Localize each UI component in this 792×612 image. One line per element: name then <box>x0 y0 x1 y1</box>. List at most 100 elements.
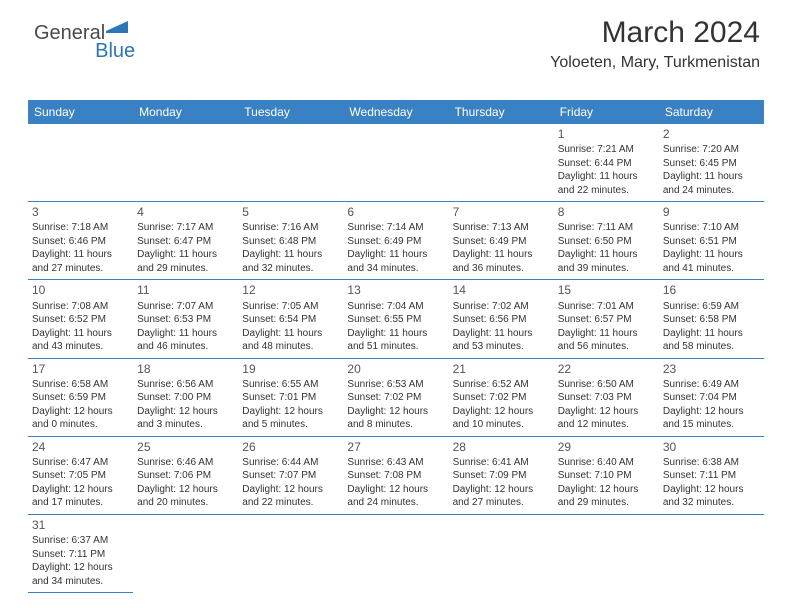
header-right: March 2024 Yoloeten, Mary, Turkmenistan <box>550 16 760 72</box>
day-detail: Sunrise: 6:56 AM <box>137 378 234 392</box>
day-detail: and 8 minutes. <box>347 418 444 432</box>
day-detail: Daylight: 12 hours <box>663 483 760 497</box>
month-title: March 2024 <box>550 16 760 50</box>
day-detail: Daylight: 11 hours <box>558 170 655 184</box>
day-detail: Sunrise: 7:17 AM <box>137 221 234 235</box>
day-header: Tuesday <box>238 100 343 124</box>
calendar-empty-cell <box>133 514 238 592</box>
day-detail: Sunrise: 7:08 AM <box>32 300 129 314</box>
day-number: 7 <box>453 204 550 220</box>
day-detail: Daylight: 11 hours <box>137 248 234 262</box>
calendar-day-cell: 17Sunrise: 6:58 AMSunset: 6:59 PMDayligh… <box>28 358 133 436</box>
calendar-week-row: 31Sunrise: 6:37 AMSunset: 7:11 PMDayligh… <box>28 514 764 592</box>
day-detail: and 36 minutes. <box>453 262 550 276</box>
day-number: 6 <box>347 204 444 220</box>
day-header: Saturday <box>659 100 764 124</box>
calendar-week-row: 3Sunrise: 7:18 AMSunset: 6:46 PMDaylight… <box>28 202 764 280</box>
day-detail: Daylight: 11 hours <box>663 327 760 341</box>
day-detail: Daylight: 12 hours <box>137 483 234 497</box>
day-detail: Sunset: 7:00 PM <box>137 391 234 405</box>
calendar-week-row: 1Sunrise: 7:21 AMSunset: 6:44 PMDaylight… <box>28 124 764 202</box>
calendar-day-cell: 3Sunrise: 7:18 AMSunset: 6:46 PMDaylight… <box>28 202 133 280</box>
day-number: 9 <box>663 204 760 220</box>
calendar-day-cell: 30Sunrise: 6:38 AMSunset: 7:11 PMDayligh… <box>659 436 764 514</box>
day-detail: Sunset: 7:11 PM <box>32 548 129 562</box>
day-detail: Sunset: 7:02 PM <box>453 391 550 405</box>
calendar-day-cell: 13Sunrise: 7:04 AMSunset: 6:55 PMDayligh… <box>343 280 448 358</box>
calendar-empty-cell <box>343 514 448 592</box>
day-detail: Sunset: 7:08 PM <box>347 469 444 483</box>
day-detail: Sunrise: 6:55 AM <box>242 378 339 392</box>
day-detail: Sunset: 7:05 PM <box>32 469 129 483</box>
calendar-day-cell: 5Sunrise: 7:16 AMSunset: 6:48 PMDaylight… <box>238 202 343 280</box>
day-detail: and 17 minutes. <box>32 496 129 510</box>
day-detail: Sunset: 6:54 PM <box>242 313 339 327</box>
day-detail: Daylight: 11 hours <box>347 248 444 262</box>
day-detail: Daylight: 11 hours <box>558 327 655 341</box>
day-detail: Sunrise: 7:21 AM <box>558 143 655 157</box>
day-detail: Sunset: 7:02 PM <box>347 391 444 405</box>
day-header: Monday <box>133 100 238 124</box>
day-detail: Sunset: 6:49 PM <box>453 235 550 249</box>
calendar-day-cell: 25Sunrise: 6:46 AMSunset: 7:06 PMDayligh… <box>133 436 238 514</box>
day-detail: Daylight: 12 hours <box>558 405 655 419</box>
calendar-day-cell: 8Sunrise: 7:11 AMSunset: 6:50 PMDaylight… <box>554 202 659 280</box>
day-number: 21 <box>453 361 550 377</box>
day-header: Thursday <box>449 100 554 124</box>
day-detail: Sunset: 6:55 PM <box>347 313 444 327</box>
logo-blue: Blue <box>95 40 135 63</box>
day-detail: Daylight: 12 hours <box>663 405 760 419</box>
day-detail: and 56 minutes. <box>558 340 655 354</box>
calendar-empty-cell <box>554 514 659 592</box>
day-detail: Daylight: 11 hours <box>32 327 129 341</box>
day-detail: Sunrise: 6:41 AM <box>453 456 550 470</box>
day-detail: Sunrise: 6:38 AM <box>663 456 760 470</box>
day-detail: Sunset: 6:51 PM <box>663 235 760 249</box>
day-detail: Daylight: 12 hours <box>453 405 550 419</box>
day-detail: and 53 minutes. <box>453 340 550 354</box>
calendar-week-row: 24Sunrise: 6:47 AMSunset: 7:05 PMDayligh… <box>28 436 764 514</box>
calendar-table: SundayMondayTuesdayWednesdayThursdayFrid… <box>28 100 764 593</box>
day-detail: Sunrise: 7:04 AM <box>347 300 444 314</box>
day-detail: Daylight: 12 hours <box>242 405 339 419</box>
day-detail: and 0 minutes. <box>32 418 129 432</box>
day-detail: Sunrise: 6:59 AM <box>663 300 760 314</box>
day-detail: Sunset: 7:01 PM <box>242 391 339 405</box>
day-detail: Daylight: 12 hours <box>242 483 339 497</box>
calendar-day-cell: 15Sunrise: 7:01 AMSunset: 6:57 PMDayligh… <box>554 280 659 358</box>
day-detail: Sunrise: 6:49 AM <box>663 378 760 392</box>
calendar-empty-cell <box>449 514 554 592</box>
day-detail: Sunset: 6:56 PM <box>453 313 550 327</box>
day-detail: and 10 minutes. <box>453 418 550 432</box>
day-detail: Daylight: 12 hours <box>32 561 129 575</box>
day-detail: Sunset: 6:59 PM <box>32 391 129 405</box>
day-detail: and 32 minutes. <box>663 496 760 510</box>
day-number: 28 <box>453 439 550 455</box>
calendar-day-cell: 1Sunrise: 7:21 AMSunset: 6:44 PMDaylight… <box>554 124 659 202</box>
day-detail: Sunset: 6:57 PM <box>558 313 655 327</box>
day-number: 19 <box>242 361 339 377</box>
day-detail: and 27 minutes. <box>453 496 550 510</box>
day-number: 18 <box>137 361 234 377</box>
calendar-day-cell: 2Sunrise: 7:20 AMSunset: 6:45 PMDaylight… <box>659 124 764 202</box>
day-detail: Sunset: 6:50 PM <box>558 235 655 249</box>
calendar-day-cell: 24Sunrise: 6:47 AMSunset: 7:05 PMDayligh… <box>28 436 133 514</box>
day-number: 31 <box>32 517 129 533</box>
calendar-day-cell: 26Sunrise: 6:44 AMSunset: 7:07 PMDayligh… <box>238 436 343 514</box>
day-header: Wednesday <box>343 100 448 124</box>
calendar-empty-cell <box>659 514 764 592</box>
day-detail: and 27 minutes. <box>32 262 129 276</box>
day-detail: Sunset: 6:46 PM <box>32 235 129 249</box>
day-detail: Sunset: 6:58 PM <box>663 313 760 327</box>
day-detail: Sunrise: 6:52 AM <box>453 378 550 392</box>
day-detail: Daylight: 11 hours <box>663 248 760 262</box>
day-detail: Sunrise: 7:10 AM <box>663 221 760 235</box>
day-number: 5 <box>242 204 339 220</box>
day-detail: and 22 minutes. <box>242 496 339 510</box>
day-detail: and 15 minutes. <box>663 418 760 432</box>
day-number: 30 <box>663 439 760 455</box>
day-detail: Sunrise: 7:11 AM <box>558 221 655 235</box>
day-detail: Daylight: 11 hours <box>32 248 129 262</box>
calendar-day-cell: 21Sunrise: 6:52 AMSunset: 7:02 PMDayligh… <box>449 358 554 436</box>
day-detail: Sunset: 7:07 PM <box>242 469 339 483</box>
